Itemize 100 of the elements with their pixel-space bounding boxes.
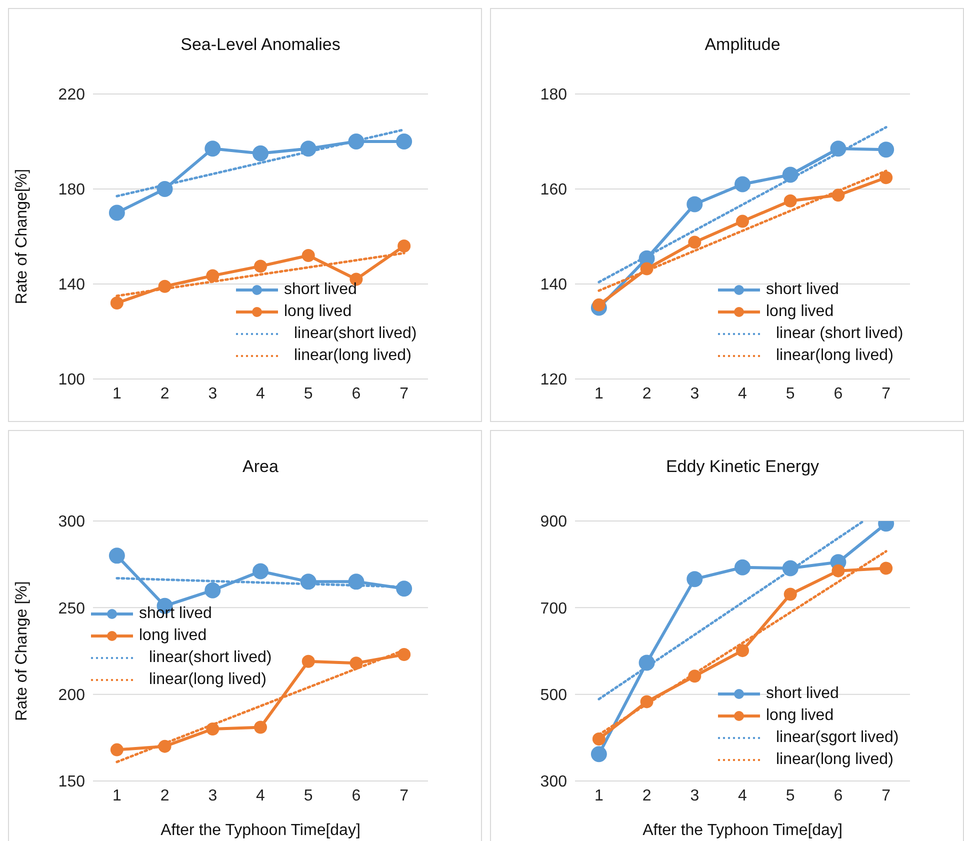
x-tick-label: 5 — [786, 385, 795, 402]
point — [592, 732, 606, 746]
legend-label: linear(long lived) — [149, 670, 266, 690]
point — [880, 171, 893, 184]
x-tick-label: 7 — [400, 787, 409, 804]
point — [204, 582, 221, 598]
x-tick-label: 4 — [738, 385, 748, 402]
x-tick-label: 4 — [256, 787, 266, 804]
point — [736, 214, 749, 228]
legend-label: linear(sgort lived) — [776, 728, 899, 748]
point — [300, 574, 316, 590]
y-tick-label: 220 — [58, 86, 86, 104]
x-tick-label: 1 — [112, 385, 122, 402]
legend-label: long lived — [766, 302, 834, 322]
point — [688, 670, 702, 683]
point — [350, 656, 363, 670]
x-tick-label: 6 — [834, 787, 843, 804]
point — [878, 142, 894, 158]
point — [156, 181, 173, 197]
point — [110, 296, 124, 310]
point — [108, 204, 125, 221]
legend-label: linear(long lived) — [776, 750, 894, 770]
point — [830, 140, 846, 157]
x-tick-label: 1 — [112, 787, 122, 804]
point — [252, 145, 268, 162]
legend-label: short lived — [766, 280, 839, 300]
x-tick-label: 1 — [594, 787, 604, 804]
legend-label: linear(long lived) — [294, 346, 412, 366]
y-axis-title: Rate of Change [%] — [14, 581, 31, 721]
point — [396, 580, 412, 597]
point — [206, 269, 220, 282]
point — [252, 563, 268, 580]
x-tick-label: 3 — [208, 787, 218, 804]
point — [782, 560, 798, 576]
point — [108, 548, 125, 564]
x-tick-label: 1 — [594, 385, 604, 402]
point — [688, 236, 702, 249]
point — [206, 722, 220, 736]
point — [300, 140, 316, 157]
point — [736, 644, 749, 658]
y-tick-label: 140 — [58, 276, 86, 294]
y-tick-label: 250 — [58, 600, 86, 618]
x-tick-label: 2 — [160, 385, 170, 402]
y-tick-label: 700 — [540, 600, 568, 618]
x-tick-label: 3 — [690, 787, 700, 804]
x-axis-title: After the Typhoon Time[day] — [160, 822, 360, 839]
point — [784, 194, 797, 208]
point — [734, 559, 750, 576]
point — [158, 740, 172, 753]
legend-label: long lived — [766, 706, 834, 726]
point — [638, 654, 655, 671]
point — [254, 260, 267, 273]
legend-label: linear (short lived) — [776, 324, 904, 344]
legend-label: linear(long lived) — [776, 346, 894, 366]
point — [640, 262, 654, 276]
y-axis-title: Rate of Change[%] — [14, 168, 31, 304]
y-tick-label: 180 — [58, 182, 86, 199]
y-tick-label: 900 — [540, 514, 568, 531]
x-tick-label: 7 — [400, 385, 409, 402]
x-tick-label: 5 — [786, 787, 795, 804]
point — [832, 188, 845, 202]
y-tick-label: 200 — [58, 687, 86, 704]
point — [686, 196, 703, 212]
point — [396, 134, 412, 150]
chart-title: Sea-Level Anomalies — [180, 35, 342, 55]
x-axis-title: After the Typhoon Time[day] — [642, 822, 842, 839]
point — [348, 134, 364, 150]
x-tick-label: 6 — [352, 385, 361, 402]
y-tick-label: 140 — [540, 276, 568, 294]
x-tick-label: 6 — [834, 385, 843, 402]
y-tick-label: 300 — [58, 514, 86, 531]
point — [784, 588, 797, 601]
chart-title: Area — [242, 457, 280, 477]
y-tick-label: 100 — [58, 372, 86, 389]
x-tick-label: 2 — [160, 787, 170, 804]
legend-label: short lived — [284, 280, 357, 300]
point — [590, 746, 607, 762]
legend-label: linear(short lived) — [294, 324, 417, 344]
y-tick-label: 160 — [540, 182, 568, 199]
point — [734, 176, 750, 192]
x-tick-label: 3 — [208, 385, 218, 402]
x-tick-label: 6 — [352, 787, 361, 804]
legend-label: short lived — [139, 604, 212, 624]
y-tick-label: 300 — [540, 774, 568, 791]
legend-label: linear(short lived) — [149, 648, 272, 668]
legend-label: long lived — [284, 302, 352, 322]
x-tick-label: 4 — [256, 385, 266, 402]
x-tick-label: 7 — [882, 385, 891, 402]
y-tick-label: 120 — [540, 372, 568, 389]
point — [832, 564, 845, 578]
point — [398, 240, 411, 252]
x-tick-label: 3 — [690, 385, 700, 402]
x-tick-label: 2 — [642, 787, 652, 804]
point — [880, 562, 893, 575]
x-tick-label: 4 — [738, 787, 748, 804]
point — [592, 298, 606, 312]
point — [348, 574, 364, 590]
x-tick-label: 2 — [642, 385, 652, 402]
point — [782, 166, 798, 183]
point — [204, 140, 221, 157]
